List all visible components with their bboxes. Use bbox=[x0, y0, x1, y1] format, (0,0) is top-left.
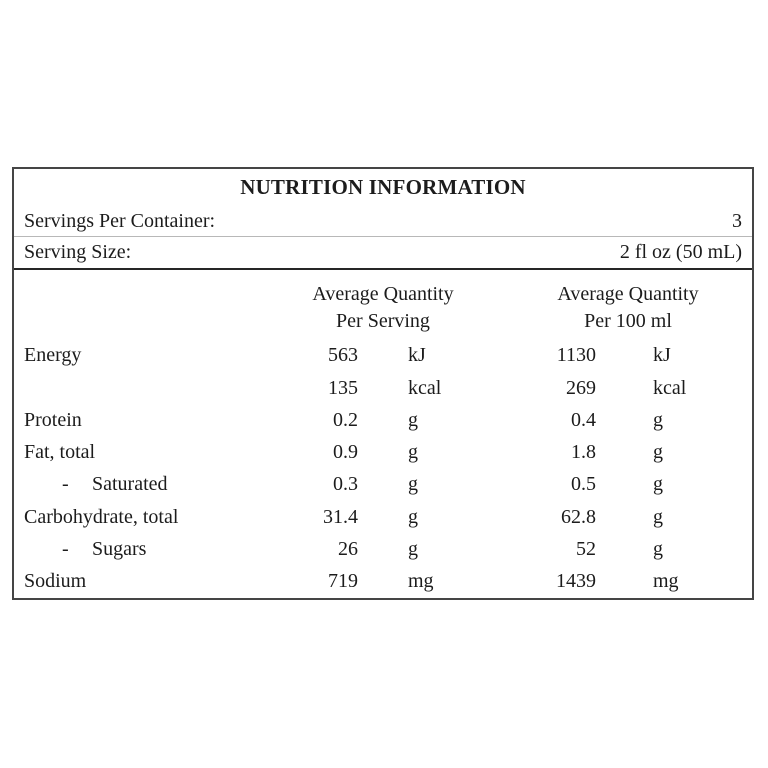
unit-per-serving: g bbox=[408, 408, 418, 431]
column-headers: Average Quantity Per Serving Average Qua… bbox=[14, 270, 752, 339]
nutrition-facts-table: NUTRITION INFORMATION Servings Per Conta… bbox=[12, 167, 754, 600]
qty-per-serving: 31.4 bbox=[323, 505, 358, 528]
servings-per-container-value: 3 bbox=[732, 209, 742, 232]
qty-per-serving: 0.2 bbox=[333, 408, 358, 431]
indent-dash: - bbox=[62, 473, 69, 496]
unit-per-100ml: kcal bbox=[653, 376, 687, 399]
nutrient-name-text: Saturated bbox=[92, 473, 168, 496]
serving-size-value: 2 fl oz (50 mL) bbox=[619, 241, 742, 264]
qty-per-100ml: 0.4 bbox=[571, 408, 596, 431]
servings-per-container-label: Servings Per Container: bbox=[24, 209, 216, 232]
per-100ml-header-line1: Average Quantity bbox=[557, 283, 699, 306]
unit-per-100ml: g bbox=[653, 473, 663, 496]
qty-per-100ml: 62.8 bbox=[561, 505, 596, 528]
nutrient-row-saturated: - Saturated 0.3 g 0.5 g bbox=[14, 469, 752, 501]
servings-per-container-row: Servings Per Container: 3 bbox=[14, 206, 752, 238]
indent-dash: - bbox=[62, 538, 69, 561]
qty-per-100ml: 0.5 bbox=[571, 473, 596, 496]
table-title: NUTRITION INFORMATION bbox=[240, 174, 526, 199]
unit-per-100ml: kJ bbox=[653, 344, 671, 367]
unit-per-serving: mg bbox=[408, 570, 434, 593]
nutrient-name: Sodium bbox=[24, 570, 87, 593]
qty-per-100ml: 1.8 bbox=[571, 441, 596, 464]
qty-per-100ml: 52 bbox=[576, 538, 596, 561]
unit-per-100ml: g bbox=[653, 538, 663, 561]
unit-per-serving: kcal bbox=[408, 376, 442, 399]
nutrient-row-protein: Protein 0.2 g 0.4 g bbox=[14, 404, 752, 436]
per-serving-header-line1: Average Quantity bbox=[312, 283, 454, 306]
unit-per-100ml: mg bbox=[653, 570, 679, 593]
header-divider bbox=[14, 268, 752, 271]
per-100ml-header-line2: Per 100 ml bbox=[584, 310, 672, 333]
nutrient-row-carbohydrate-total: Carbohydrate, total 31.4 g 62.8 g bbox=[14, 501, 752, 533]
nutrient-name: Fat, total bbox=[24, 441, 96, 464]
qty-per-100ml: 269 bbox=[566, 376, 596, 399]
per-serving-header-line2: Per Serving bbox=[336, 310, 430, 333]
column-header-per-serving: Average Quantity Per Serving bbox=[258, 281, 508, 335]
unit-per-serving: kJ bbox=[408, 344, 426, 367]
unit-per-serving: g bbox=[408, 505, 418, 528]
unit-per-100ml: g bbox=[653, 505, 663, 528]
qty-per-serving: 719 bbox=[328, 570, 358, 593]
nutrient-name: Protein bbox=[24, 408, 82, 431]
unit-per-serving: g bbox=[408, 473, 418, 496]
nutrient-row-energy-kj: Energy 563 kJ 1130 kJ bbox=[14, 340, 752, 372]
serving-size-row: Serving Size: 2 fl oz (50 mL) bbox=[14, 237, 752, 268]
unit-per-100ml: g bbox=[653, 441, 663, 464]
nutrient-row-energy-kcal: 135 kcal 269 kcal bbox=[14, 372, 752, 404]
nutrient-name: - Sugars bbox=[14, 538, 294, 561]
nutrient-name: Carbohydrate, total bbox=[24, 505, 179, 528]
nutrient-name-text: Sugars bbox=[92, 538, 147, 561]
nutrient-row-sodium: Sodium 719 mg 1439 mg bbox=[14, 566, 752, 598]
nutrient-name: Energy bbox=[24, 344, 82, 367]
qty-per-serving: 0.3 bbox=[333, 473, 358, 496]
qty-per-100ml: 1439 bbox=[556, 570, 596, 593]
unit-per-serving: g bbox=[408, 441, 418, 464]
qty-per-100ml: 1130 bbox=[556, 344, 596, 367]
qty-per-serving: 563 bbox=[328, 344, 358, 367]
nutrient-row-sugars: - Sugars 26 g 52 g bbox=[14, 533, 752, 565]
serving-size-label: Serving Size: bbox=[24, 241, 132, 264]
unit-per-serving: g bbox=[408, 538, 418, 561]
qty-per-serving: 135 bbox=[328, 376, 358, 399]
column-header-per-100ml: Average Quantity Per 100 ml bbox=[503, 281, 753, 335]
nutrient-row-fat-total: Fat, total 0.9 g 1.8 g bbox=[14, 436, 752, 468]
qty-per-serving: 0.9 bbox=[333, 441, 358, 464]
unit-per-100ml: g bbox=[653, 408, 663, 431]
qty-per-serving: 26 bbox=[338, 538, 358, 561]
nutrient-name: - Saturated bbox=[14, 473, 294, 496]
